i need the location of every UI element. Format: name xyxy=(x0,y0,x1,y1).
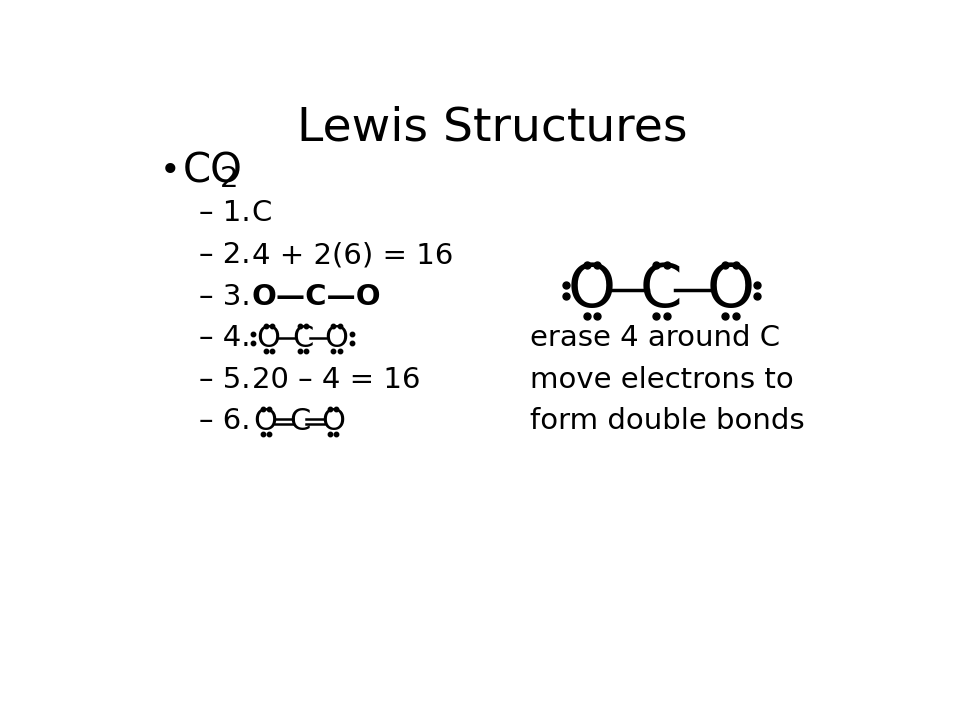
Text: – 4.: – 4. xyxy=(200,324,251,352)
Text: – 6.: – 6. xyxy=(200,408,251,436)
Text: – 1.: – 1. xyxy=(200,199,251,228)
Text: O: O xyxy=(324,324,348,353)
Text: erase 4 around C: erase 4 around C xyxy=(531,324,780,352)
Text: C: C xyxy=(640,261,683,320)
Text: C: C xyxy=(252,199,272,228)
Text: form double bonds: form double bonds xyxy=(531,408,805,436)
Text: move electrons to: move electrons to xyxy=(531,366,794,394)
Text: – 2.: – 2. xyxy=(200,241,251,269)
Text: O: O xyxy=(253,407,277,436)
Text: Lewis Structures: Lewis Structures xyxy=(297,106,687,150)
Text: O: O xyxy=(568,261,616,320)
Text: O: O xyxy=(256,324,280,353)
Text: – 5.: – 5. xyxy=(200,366,251,394)
Text: 4 + 2(6) = 16: 4 + 2(6) = 16 xyxy=(252,241,453,269)
Text: •: • xyxy=(159,154,180,188)
Text: CO: CO xyxy=(182,151,242,191)
Text: – 3.: – 3. xyxy=(200,283,251,310)
Text: O: O xyxy=(707,261,755,320)
Text: C: C xyxy=(289,407,310,436)
Text: 20 – 4 = 16: 20 – 4 = 16 xyxy=(252,366,420,394)
Text: O—C—O: O—C—O xyxy=(252,283,381,310)
Text: O: O xyxy=(322,407,346,436)
Text: 2: 2 xyxy=(220,165,238,193)
Text: C: C xyxy=(292,324,313,353)
